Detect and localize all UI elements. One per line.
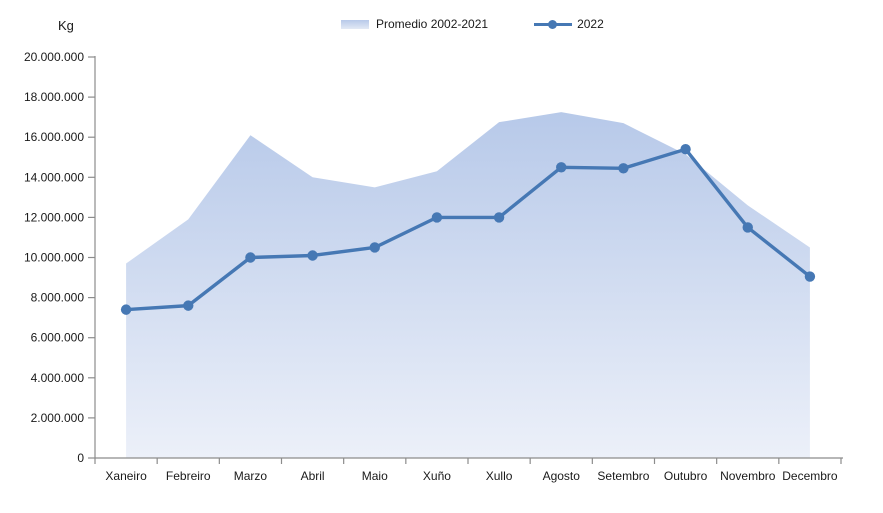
data-point-2022 xyxy=(307,250,318,261)
y-tick-label: 8.000.000 xyxy=(31,291,85,305)
data-point-2022 xyxy=(618,163,629,174)
legend: Promedio 2002-2021 2022 xyxy=(341,15,604,33)
y-tick-label: 20.000.000 xyxy=(24,50,84,64)
y-tick-label: 6.000.000 xyxy=(31,331,85,345)
y-tick-label: 18.000.000 xyxy=(24,90,84,104)
data-point-2022 xyxy=(369,242,380,253)
y-tick-label: 4.000.000 xyxy=(31,371,85,385)
data-point-2022 xyxy=(742,222,753,233)
x-tick-label: Agosto xyxy=(543,469,581,483)
x-tick-label: Xullo xyxy=(486,469,513,483)
x-tick-label: Febreiro xyxy=(166,469,211,483)
data-point-2022 xyxy=(556,162,567,173)
legend-swatch-promedio-icon xyxy=(341,19,369,29)
data-point-2022 xyxy=(120,304,132,315)
line-series-2022 xyxy=(125,147,811,312)
x-tick-label: Abril xyxy=(301,469,325,483)
y-tick-label: 10.000.000 xyxy=(24,251,84,265)
x-tick-label: Marzo xyxy=(234,469,268,483)
x-tick-label: Xaneiro xyxy=(105,469,147,483)
data-point-2022 xyxy=(680,144,691,155)
x-tick-label: Decembro xyxy=(782,469,838,483)
x-tick-label: Xuño xyxy=(423,469,451,483)
data-point-2022 xyxy=(245,252,256,263)
data-point-2022 xyxy=(804,271,816,282)
legend-line-dot xyxy=(548,19,558,29)
y-tick-label: 2.000.000 xyxy=(31,411,85,425)
data-point-2022 xyxy=(493,212,505,223)
legend-label-2022: 2022 xyxy=(577,17,604,31)
area-series-promedio xyxy=(126,112,810,458)
data-point-2022 xyxy=(431,212,443,223)
x-tick-label: Novembro xyxy=(720,469,776,483)
y-tick-label: 14.000.000 xyxy=(24,170,84,184)
legend-marker-2022-icon xyxy=(534,19,573,29)
legend-label-promedio: Promedio 2002-2021 xyxy=(376,17,489,31)
x-tick-label: Setembro xyxy=(597,469,649,483)
x-tick-label: Maio xyxy=(362,469,388,483)
y-tick-label: 12.000.000 xyxy=(24,210,84,224)
y-tick-label: 0 xyxy=(77,451,84,465)
data-point-2022 xyxy=(183,300,194,311)
y-tick-label: 16.000.000 xyxy=(24,130,84,144)
x-tick-label: Outubro xyxy=(664,469,708,483)
y-axis-unit-label: Kg xyxy=(58,18,74,33)
